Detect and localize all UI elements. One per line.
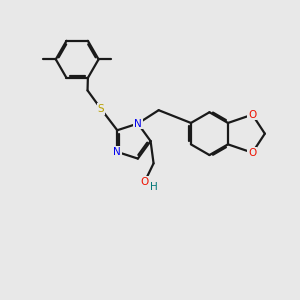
Text: O: O [248,110,256,120]
Text: O: O [248,148,256,158]
Text: N: N [113,147,121,157]
Text: O: O [140,177,149,187]
Text: H: H [150,182,158,192]
Text: N: N [134,118,142,129]
Text: S: S [98,104,104,114]
